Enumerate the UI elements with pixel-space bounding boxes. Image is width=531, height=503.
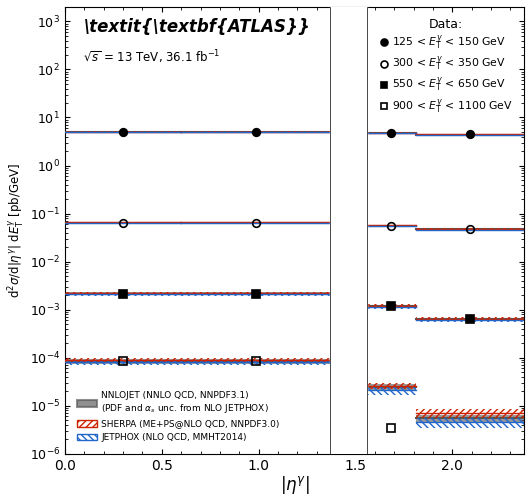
Legend: NNLOJET (NNLO QCD, NNPDF3.1)
(PDF and $\alpha_s$ unc. from NLO JETPHOX), SHERPA : NNLOJET (NNLO QCD, NNPDF3.1) (PDF and $\… — [74, 389, 282, 445]
Text: $\sqrt{s}$ = 13 TeV, 36.1 fb$^{-1}$: $\sqrt{s}$ = 13 TeV, 36.1 fb$^{-1}$ — [83, 48, 221, 66]
Text: \textit{\textbf{ATLAS}}: \textit{\textbf{ATLAS}} — [83, 18, 310, 36]
X-axis label: $|\eta^\gamma|$: $|\eta^\gamma|$ — [280, 474, 310, 496]
Y-axis label: d$^2\sigma$/d$|\eta^\gamma|$ d$E_{\rm T}^\gamma$ [pb/GeV]: d$^2\sigma$/d$|\eta^\gamma|$ d$E_{\rm T}… — [7, 163, 27, 298]
Bar — [330, 7, 367, 454]
